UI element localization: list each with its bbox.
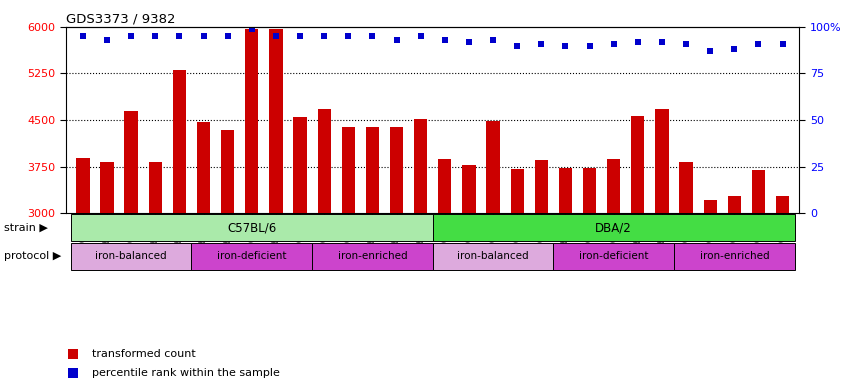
Bar — [674, 243, 794, 270]
Bar — [197, 122, 210, 213]
Bar — [312, 243, 432, 270]
Text: iron-enriched: iron-enriched — [338, 251, 407, 262]
Bar — [76, 159, 90, 213]
Bar — [486, 121, 500, 213]
Text: iron-deficient: iron-deficient — [217, 251, 287, 262]
Text: C57BL/6: C57BL/6 — [227, 221, 277, 234]
Bar — [535, 161, 548, 213]
Bar — [583, 169, 596, 213]
Text: transformed count: transformed count — [91, 349, 195, 359]
Bar — [559, 168, 572, 213]
Bar — [776, 196, 789, 213]
Bar — [728, 196, 741, 213]
Bar — [432, 214, 794, 241]
Text: DBA/2: DBA/2 — [596, 221, 632, 234]
Text: iron-balanced: iron-balanced — [96, 251, 167, 262]
Bar — [101, 162, 113, 213]
Bar — [71, 214, 432, 241]
Text: iron-deficient: iron-deficient — [579, 251, 648, 262]
Bar — [317, 109, 331, 213]
Bar — [173, 70, 186, 213]
Bar — [342, 127, 355, 213]
Bar — [71, 243, 191, 270]
Bar — [294, 117, 306, 213]
Bar — [704, 200, 717, 213]
Bar — [607, 159, 620, 213]
Bar — [269, 29, 283, 213]
Bar — [462, 165, 475, 213]
Bar — [365, 127, 379, 213]
Bar — [149, 162, 162, 213]
Bar — [124, 111, 138, 213]
Text: protocol ▶: protocol ▶ — [4, 251, 62, 262]
Bar — [432, 243, 553, 270]
Text: iron-balanced: iron-balanced — [457, 251, 529, 262]
Bar — [631, 116, 645, 213]
Bar — [390, 127, 404, 213]
Bar — [656, 109, 668, 213]
Text: strain ▶: strain ▶ — [4, 222, 48, 233]
Bar — [438, 159, 452, 213]
Text: iron-enriched: iron-enriched — [700, 251, 769, 262]
Text: percentile rank within the sample: percentile rank within the sample — [91, 368, 279, 379]
Bar — [414, 119, 427, 213]
Bar — [245, 29, 258, 213]
Text: GDS3373 / 9382: GDS3373 / 9382 — [66, 13, 175, 26]
Bar — [510, 169, 524, 213]
Bar — [752, 170, 765, 213]
Bar — [221, 130, 234, 213]
Bar — [679, 162, 693, 213]
Bar — [553, 243, 674, 270]
Bar — [191, 243, 312, 270]
